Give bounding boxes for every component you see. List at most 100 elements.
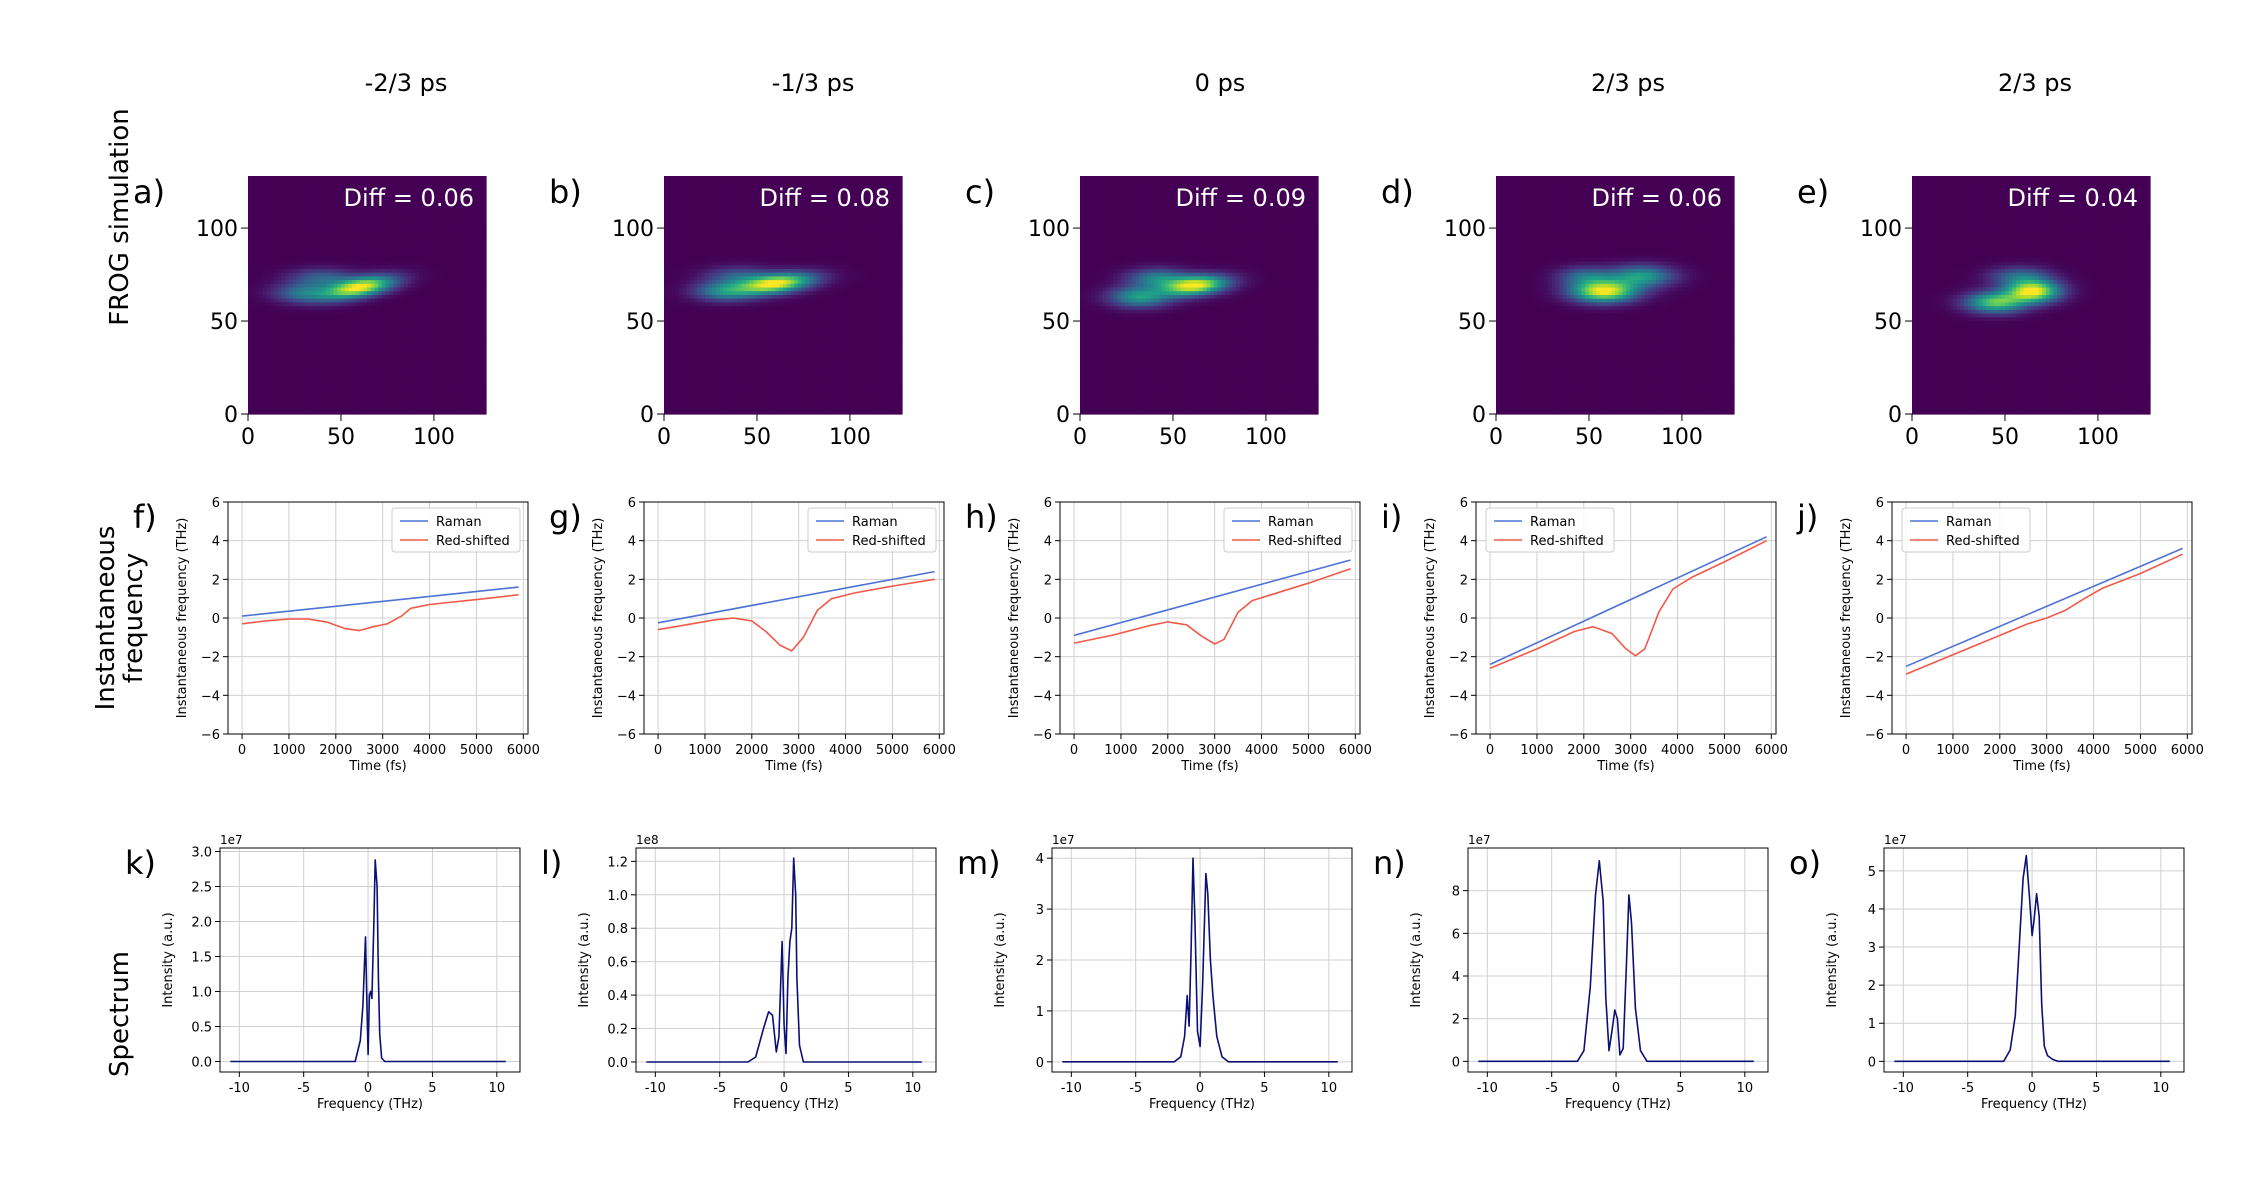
heatmap-cell: [467, 313, 472, 318]
heatmap-cell: [482, 306, 487, 311]
heatmap-cell: [259, 231, 264, 237]
heatmap-cell: [459, 268, 465, 274]
heatmap-cell: [823, 190, 829, 196]
heatmap-cell: [478, 332, 483, 337]
heatmap-cell: [407, 350, 413, 356]
heatmap-cell: [445, 183, 450, 188]
heatmap-cell: [314, 265, 320, 270]
heatmap-cell: [266, 231, 271, 237]
heatmap-cell: [396, 254, 402, 259]
heatmap-cell: [448, 250, 454, 255]
heatmap-cell: [396, 283, 402, 289]
heatmap-cell: [887, 194, 892, 199]
heatmap-cell: [255, 194, 260, 199]
heatmap-cell: [838, 176, 844, 181]
heatmap-cell: [381, 328, 387, 333]
heatmap-cell: [326, 399, 331, 404]
heatmap-cell: [872, 209, 877, 214]
heatmap-cell: [270, 276, 275, 281]
heatmap-cell: [296, 365, 301, 370]
heatmap-cell: [664, 190, 669, 196]
heatmap-cell: [370, 406, 376, 411]
heatmap-cell: [277, 317, 283, 322]
heatmap-cell: [318, 220, 323, 225]
heatmap-cell: [463, 183, 469, 188]
heatmap-cell: [433, 387, 439, 393]
heatmap-cell: [723, 224, 728, 229]
heatmap-cell: [437, 287, 442, 292]
heatmap-cell: [359, 343, 364, 348]
heatmap-cell: [419, 399, 424, 404]
heatmap-cell: [314, 228, 320, 233]
heatmap-cell: [385, 365, 390, 370]
heatmap-cell: [883, 179, 888, 185]
heatmap-cell: [318, 228, 323, 233]
heatmap-cell: [277, 239, 283, 244]
heatmap-cell: [285, 347, 290, 352]
heatmap-cell: [318, 209, 323, 214]
heatmap-cell: [367, 376, 372, 382]
heatmap-cell: [285, 239, 290, 244]
heatmap-cell: [326, 194, 331, 199]
heatmap-cell: [288, 231, 294, 237]
heatmap-cell: [288, 254, 294, 259]
heatmap-cell: [370, 254, 376, 259]
heatmap-cell: [671, 187, 676, 192]
heatmap-cell: [426, 187, 431, 192]
heatmap-cell: [318, 202, 323, 207]
heatmap-cell: [348, 343, 353, 348]
heatmap-cell: [430, 216, 435, 222]
heatmap-cell: [322, 358, 327, 363]
heatmap-cell: [842, 213, 847, 218]
heatmap-cell: [352, 306, 357, 311]
heatmap-cell: [385, 224, 390, 229]
heatmap-cell: [433, 231, 439, 237]
heatmap-cell: [359, 280, 364, 285]
heatmap-cell: [393, 287, 398, 292]
heatmap-cell: [348, 387, 353, 393]
heatmap-cell: [303, 361, 309, 367]
heatmap-cell: [266, 402, 271, 408]
heatmap-cell: [281, 347, 286, 352]
heatmap-cell: [266, 347, 271, 352]
heatmap-cell: [883, 202, 888, 207]
heatmap-cell: [326, 183, 331, 188]
heatmap-cell: [318, 194, 323, 199]
heatmap-cell: [430, 287, 435, 292]
heatmap-cell: [251, 313, 257, 318]
heatmap-cell: [367, 343, 372, 348]
heatmap-cell: [452, 187, 457, 192]
heatmap-cell: [471, 313, 476, 318]
heatmap-cell: [381, 380, 387, 385]
heatmap-cell: [422, 399, 428, 404]
heatmap-cell: [296, 317, 301, 322]
heatmap-cell: [389, 354, 394, 359]
heatmap-cell: [719, 220, 725, 225]
heatmap-cell: [337, 373, 342, 378]
heatmap-cell: [426, 209, 431, 214]
heatmap-cell: [690, 190, 695, 196]
heatmap-cell: [742, 187, 747, 192]
heatmap-cell: [251, 369, 257, 374]
heatmap-cell: [749, 220, 754, 225]
heatmap-cell: [693, 198, 699, 203]
heatmap-cell: [467, 391, 472, 397]
heatmap-cell: [441, 216, 446, 222]
heatmap-cell: [292, 257, 297, 263]
heatmap-cell: [786, 194, 792, 199]
heatmap-cell: [370, 183, 376, 188]
heatmap-cell: [337, 332, 342, 337]
heatmap-cell: [248, 395, 253, 400]
heatmap-cell: [378, 406, 383, 411]
heatmap-cell: [422, 324, 428, 330]
heatmap-cell: [333, 410, 338, 415]
heatmap-cell: [482, 183, 487, 188]
heatmap-cell: [300, 190, 305, 196]
heatmap-cell: [704, 198, 710, 203]
heatmap-cell: [296, 350, 301, 356]
heatmap-cell: [266, 298, 271, 304]
heatmap-cell: [411, 335, 416, 341]
heatmap-cell: [251, 295, 257, 300]
heatmap-cell: [300, 280, 305, 285]
heatmap-cell: [348, 328, 353, 333]
